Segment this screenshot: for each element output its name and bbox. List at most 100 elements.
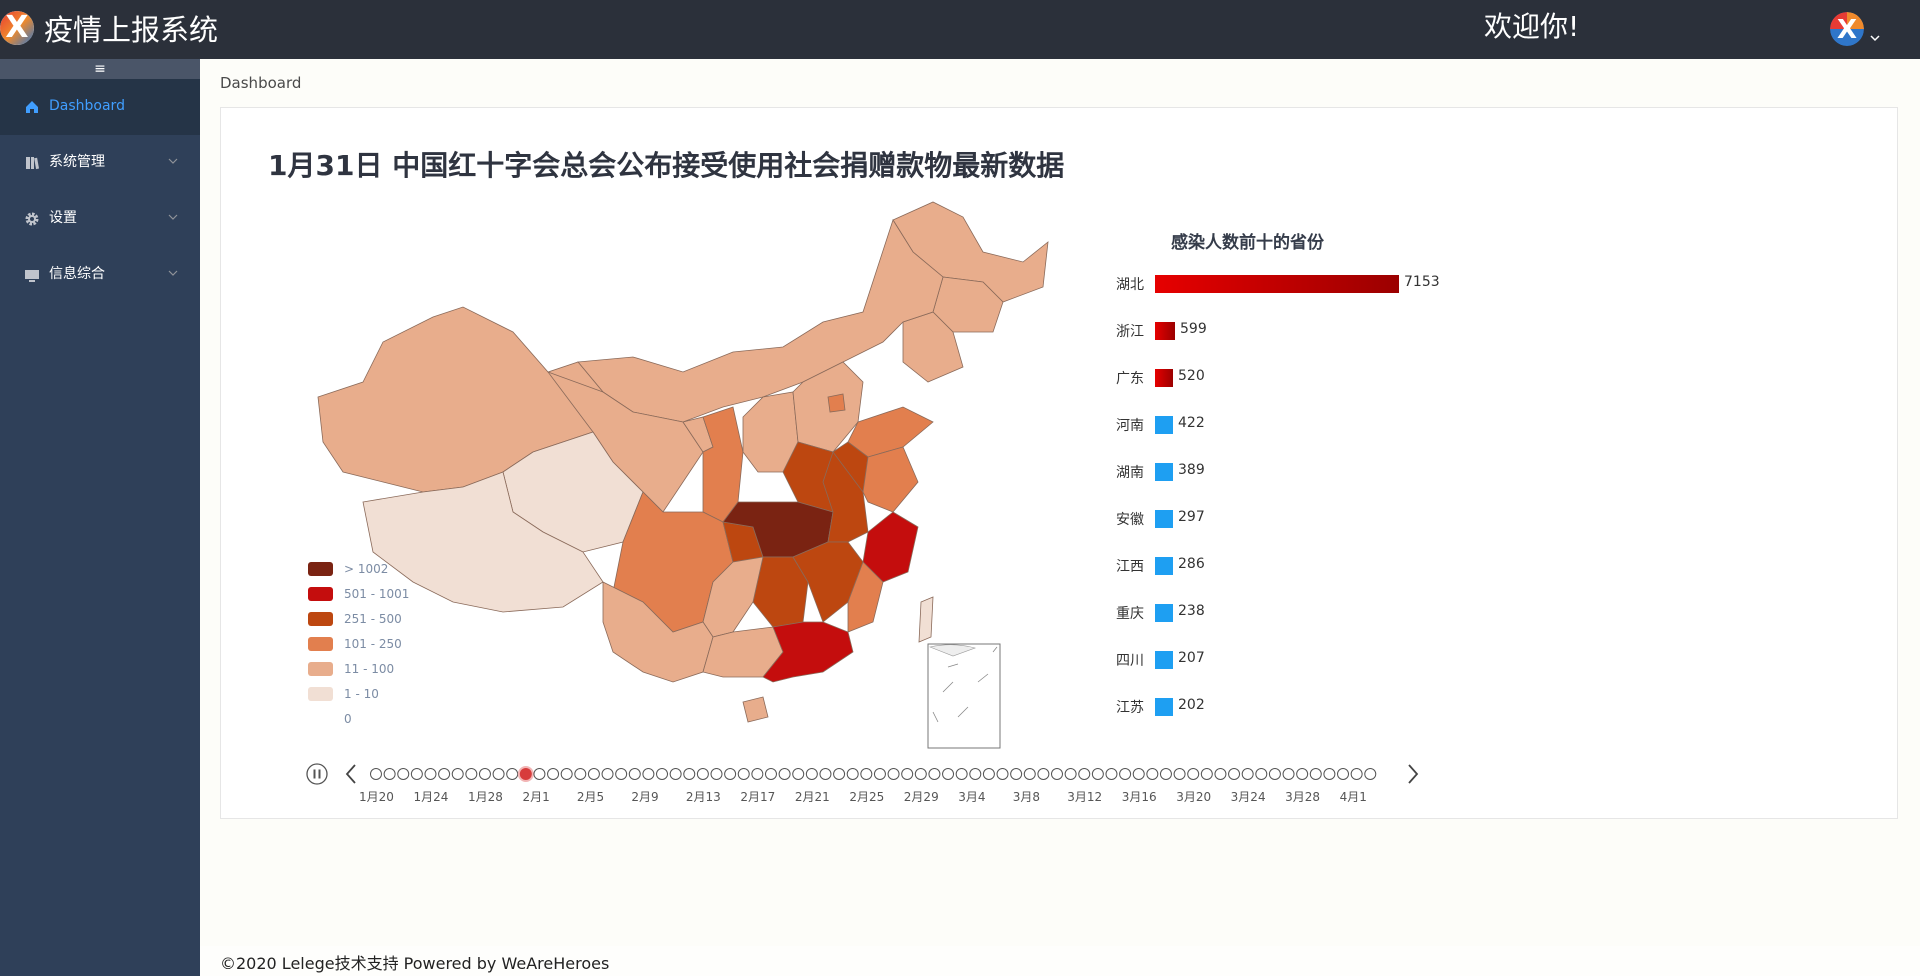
timeline-dot[interactable] bbox=[942, 768, 955, 780]
timeline-dot[interactable] bbox=[833, 768, 846, 780]
timeline-dot[interactable] bbox=[410, 768, 423, 780]
timeline-dot[interactable] bbox=[1241, 768, 1254, 780]
timeline-dot[interactable] bbox=[1173, 768, 1186, 780]
timeline-dot[interactable] bbox=[969, 768, 982, 780]
timeline-dot[interactable] bbox=[1364, 768, 1377, 780]
breadcrumb[interactable]: Dashboard bbox=[220, 74, 302, 92]
user-avatar[interactable]: X bbox=[1830, 12, 1864, 46]
timeline-dot[interactable] bbox=[615, 768, 628, 780]
timeline-dot[interactable] bbox=[1146, 768, 1159, 780]
timeline-dot[interactable] bbox=[914, 768, 927, 780]
timeline-dot[interactable] bbox=[792, 768, 805, 780]
timeline-dot[interactable] bbox=[928, 768, 941, 780]
timeline-dot[interactable] bbox=[724, 768, 737, 780]
timeline-dot[interactable] bbox=[887, 768, 900, 780]
timeline-dot[interactable] bbox=[737, 768, 750, 780]
timeline-dot[interactable] bbox=[1350, 768, 1363, 780]
timeline-dot[interactable] bbox=[1268, 768, 1281, 780]
bar-mark[interactable] bbox=[1155, 557, 1173, 575]
timeline-dot[interactable] bbox=[438, 768, 451, 780]
china-choropleth-map[interactable] bbox=[303, 182, 1063, 752]
timeline-dot[interactable] bbox=[1337, 768, 1350, 780]
timeline-dot[interactable] bbox=[1078, 768, 1091, 780]
timeline-dot[interactable] bbox=[547, 768, 560, 780]
timeline-dot[interactable] bbox=[1119, 768, 1132, 780]
sidebar-item-dashboard[interactable]: Dashboard bbox=[0, 79, 200, 135]
timeline-dot[interactable] bbox=[1214, 768, 1227, 780]
timeline-dot[interactable] bbox=[383, 768, 396, 780]
timeline-dot[interactable] bbox=[778, 768, 791, 780]
bar-mark[interactable] bbox=[1155, 369, 1173, 387]
timeline-dot[interactable] bbox=[860, 768, 873, 780]
timeline-dot[interactable] bbox=[1255, 768, 1268, 780]
timeline-dot[interactable] bbox=[1187, 768, 1200, 780]
timeline-dot[interactable] bbox=[601, 768, 614, 780]
bar-mark[interactable] bbox=[1155, 322, 1175, 340]
timeline-dot[interactable] bbox=[574, 768, 587, 780]
timeline-dot[interactable] bbox=[819, 768, 832, 780]
timeline-dot[interactable] bbox=[1023, 768, 1036, 780]
timeline-dot[interactable] bbox=[1132, 768, 1145, 780]
timeline-dot[interactable] bbox=[397, 768, 410, 780]
timeline-dot[interactable] bbox=[642, 768, 655, 780]
timeline-dot[interactable] bbox=[370, 768, 382, 780]
bar-mark[interactable] bbox=[1155, 416, 1173, 434]
app-logo[interactable]: X bbox=[0, 11, 34, 45]
bar-value-label: 389 bbox=[1178, 462, 1205, 478]
timeline-dot[interactable] bbox=[506, 768, 519, 780]
timeline-dot[interactable] bbox=[1037, 768, 1050, 780]
bar-mark[interactable] bbox=[1155, 510, 1173, 528]
legend-label: 1 - 10 bbox=[344, 687, 379, 701]
timeline-dot[interactable] bbox=[478, 768, 491, 780]
timeline-dot[interactable] bbox=[1282, 768, 1295, 780]
timeline-dot[interactable] bbox=[982, 768, 995, 780]
timeline-dot[interactable] bbox=[955, 768, 968, 780]
timeline-dot[interactable] bbox=[846, 768, 859, 780]
timeline-dot[interactable] bbox=[1200, 768, 1213, 780]
timeline-dot[interactable] bbox=[873, 768, 886, 780]
timeline-dot[interactable] bbox=[805, 768, 818, 780]
sidebar-item-system-management[interactable]: 系统管理 bbox=[0, 135, 200, 191]
timeline-dot[interactable] bbox=[1010, 768, 1023, 780]
bar-mark[interactable] bbox=[1155, 275, 1399, 293]
timeline-dot[interactable] bbox=[533, 768, 546, 780]
sidebar-item-info-summary[interactable]: 信息综合 bbox=[0, 247, 200, 303]
bar-mark[interactable] bbox=[1155, 698, 1173, 716]
timeline-next-icon[interactable] bbox=[1406, 763, 1420, 785]
timeline-dot[interactable] bbox=[901, 768, 914, 780]
timeline-dot[interactable] bbox=[1051, 768, 1063, 780]
bar-mark[interactable] bbox=[1155, 463, 1173, 481]
timeline-dot[interactable] bbox=[710, 768, 723, 780]
timeline-dot[interactable] bbox=[996, 768, 1009, 780]
timeline-dot[interactable] bbox=[751, 768, 764, 780]
timeline-current-dot[interactable] bbox=[517, 766, 534, 782]
chevron-down-icon[interactable] bbox=[1870, 33, 1880, 43]
bar-mark[interactable] bbox=[1155, 604, 1173, 622]
timeline-dot[interactable] bbox=[451, 768, 464, 780]
timeline-dot[interactable] bbox=[424, 768, 437, 780]
pause-icon[interactable] bbox=[306, 763, 328, 785]
timeline-prev-icon[interactable] bbox=[344, 763, 358, 785]
timeline-dot[interactable] bbox=[683, 768, 696, 780]
timeline-dot[interactable] bbox=[492, 768, 505, 780]
timeline-dot[interactable] bbox=[1309, 768, 1322, 780]
bar-mark[interactable] bbox=[1155, 651, 1173, 669]
avatar-logo-icon: X bbox=[1830, 12, 1864, 46]
timeline-dot[interactable] bbox=[1105, 768, 1118, 780]
sidebar-item-settings[interactable]: 设置 bbox=[0, 191, 200, 247]
timeline-dot[interactable] bbox=[669, 768, 682, 780]
timeline-dot[interactable] bbox=[587, 768, 600, 780]
timeline-dot[interactable] bbox=[1091, 768, 1104, 780]
timeline-dot[interactable] bbox=[764, 768, 777, 780]
timeline-dot[interactable] bbox=[1296, 768, 1309, 780]
timeline-dot[interactable] bbox=[1323, 768, 1336, 780]
timeline-dot[interactable] bbox=[465, 768, 478, 780]
timeline-dot[interactable] bbox=[1159, 768, 1172, 780]
sidebar-toggle[interactable]: ≡ bbox=[0, 59, 200, 79]
timeline-dot[interactable] bbox=[628, 768, 641, 780]
timeline-dot[interactable] bbox=[656, 768, 669, 780]
timeline-dot[interactable] bbox=[560, 768, 573, 780]
timeline-dot[interactable] bbox=[1228, 768, 1241, 780]
timeline-dot[interactable] bbox=[696, 768, 709, 780]
timeline-dot[interactable] bbox=[1064, 768, 1077, 780]
